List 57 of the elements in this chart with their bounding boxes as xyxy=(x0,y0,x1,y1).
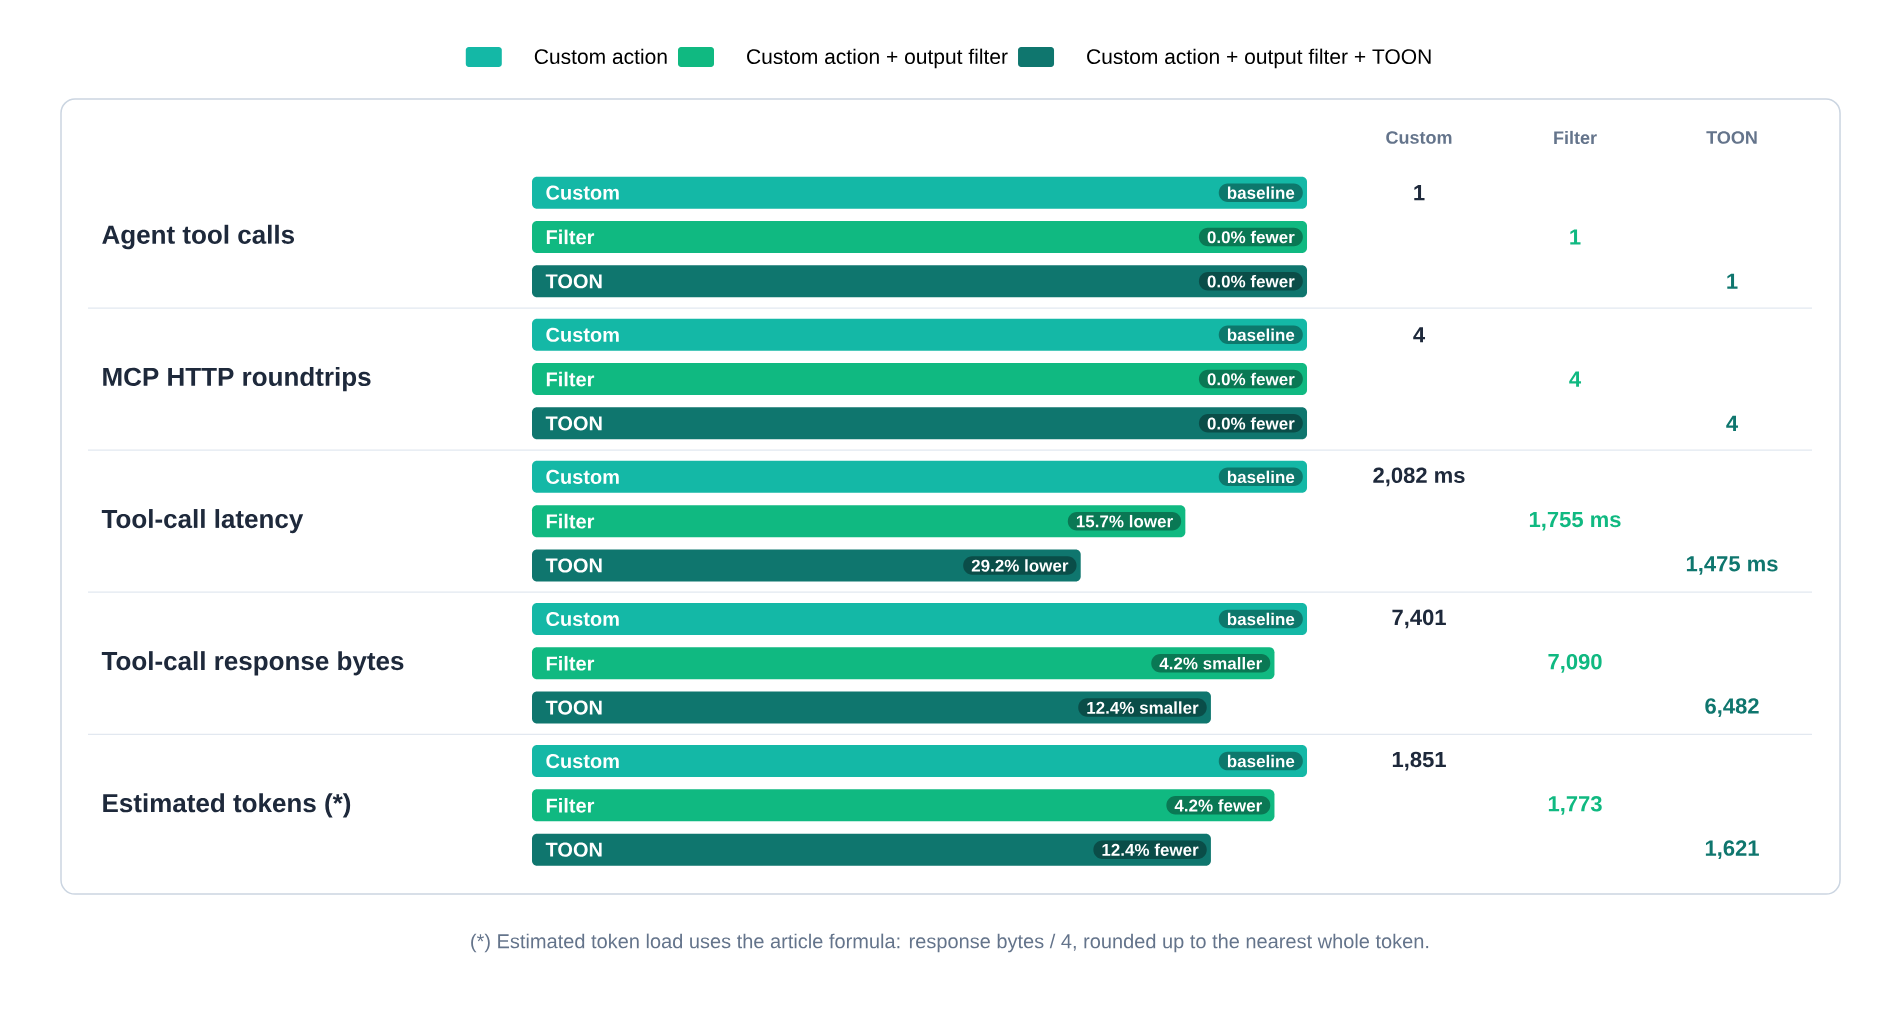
annotation: Filter xyxy=(546,229,595,245)
annotation: Filter xyxy=(546,513,595,529)
text: 1,773 xyxy=(1548,795,1602,815)
text: 1 xyxy=(1570,229,1581,245)
text: 2,082 ms xyxy=(1373,467,1465,487)
annotation: 4.2% smaller xyxy=(1159,657,1262,670)
annotation: TOON xyxy=(545,700,602,715)
text: 4 xyxy=(1726,415,1739,431)
text: 6,482 xyxy=(1705,698,1759,717)
annotation: 0.0% fewer xyxy=(1207,372,1295,386)
annotation: baseline xyxy=(1227,754,1295,768)
annotation: 29.2% lower xyxy=(971,559,1069,572)
text: 4 xyxy=(1413,327,1426,343)
y-tick-label: MCP HTTP roundtrips xyxy=(103,366,371,392)
annotation: 0.0% fewer xyxy=(1207,230,1295,244)
y-tick-label: Tool-call latency xyxy=(101,509,304,534)
text: 1,475 ms xyxy=(1686,556,1778,575)
text: 1,621 xyxy=(1705,840,1759,860)
annotation: 15.7% lower xyxy=(1076,514,1173,528)
annotation: 0.0% fewer xyxy=(1207,417,1295,430)
annotation: TOON xyxy=(545,274,602,289)
annotation: 12.4% fewer xyxy=(1102,843,1199,856)
annotation: Custom xyxy=(546,753,619,769)
annotation: 4.2% fewer xyxy=(1174,799,1262,812)
annotation: 12.4% smaller xyxy=(1087,701,1199,714)
y-tick-label: Tool-call response bytes xyxy=(101,651,404,676)
annotation: Custom xyxy=(546,185,619,200)
text: TOON xyxy=(1706,131,1757,144)
text: 7,401 xyxy=(1392,609,1446,629)
annotation: baseline xyxy=(1227,328,1295,342)
text: 1,755 ms xyxy=(1529,511,1621,531)
annotation: Filter xyxy=(546,798,595,813)
y-tick-label: Estimated tokens (*) xyxy=(103,793,351,818)
annotation: baseline xyxy=(1227,612,1295,626)
text: 7,090 xyxy=(1548,653,1602,673)
legend-label: Custom action + output filter + TOON xyxy=(1087,48,1431,69)
legend-label: Custom action + output filter xyxy=(747,48,1008,69)
text: 1 xyxy=(1727,273,1738,289)
annotation: Custom xyxy=(546,327,619,342)
annotation: Filter xyxy=(546,371,595,387)
legend-label: Custom action xyxy=(534,48,667,65)
annotation: baseline xyxy=(1227,186,1295,199)
text: (*) Estimated token load uses the article formula: response bytes / 4, rounded up to the nearest whole token. xyxy=(471,933,1429,953)
annotation: TOON xyxy=(545,416,602,431)
text: Custom xyxy=(1386,131,1452,144)
annotation: TOON xyxy=(545,842,602,857)
annotation: baseline xyxy=(1227,470,1295,484)
annotation: Filter xyxy=(546,655,595,671)
annotation: Custom xyxy=(546,469,619,484)
text: 1,851 xyxy=(1392,751,1446,771)
annotation: TOON xyxy=(545,558,602,573)
text: 1 xyxy=(1414,185,1425,201)
text: Filter xyxy=(1554,130,1597,145)
text: 4 xyxy=(1569,371,1582,387)
y-tick-label: Agent tool calls xyxy=(102,224,295,250)
annotation: 0.0% fewer xyxy=(1207,275,1295,288)
annotation: Custom xyxy=(546,611,619,627)
